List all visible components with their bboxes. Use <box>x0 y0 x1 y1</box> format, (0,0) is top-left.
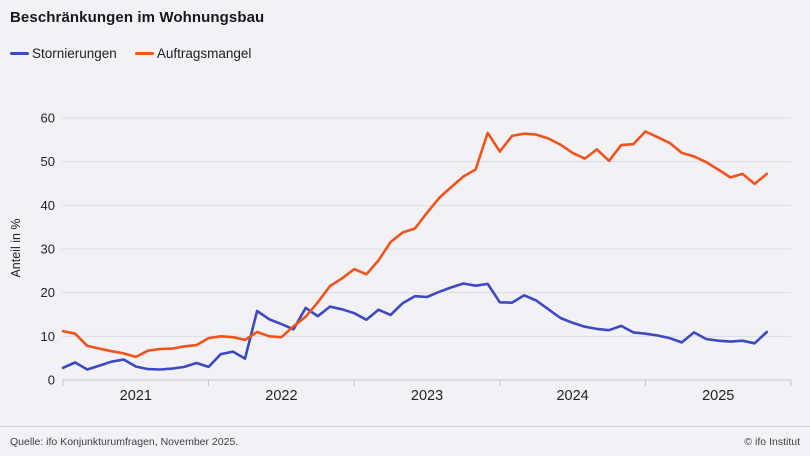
svg-text:2021: 2021 <box>120 388 152 404</box>
svg-text:2024: 2024 <box>556 388 588 404</box>
legend-label: Auftragsmangel <box>156 46 252 61</box>
svg-text:40: 40 <box>41 198 55 213</box>
svg-text:10: 10 <box>41 329 55 344</box>
svg-text:2023: 2023 <box>411 388 443 404</box>
svg-text:60: 60 <box>41 110 55 125</box>
source-text: Quelle: ifo Konjunkturumfragen, November… <box>10 435 239 448</box>
svg-text:Anteil in %: Anteil in % <box>9 218 23 277</box>
svg-text:2022: 2022 <box>265 388 297 404</box>
chart-title: Beschränkungen im Wohnungsbau <box>10 9 265 26</box>
legend-label: Stornierungen <box>32 46 117 61</box>
svg-text:20: 20 <box>41 285 55 300</box>
svg-text:50: 50 <box>41 154 55 169</box>
svg-text:2025: 2025 <box>702 388 734 404</box>
copyright-text: © ifo Institut <box>744 435 800 448</box>
line-swatch-icon <box>134 52 154 55</box>
line-chart: 0 10 20 30 40 50 60 2021 2022 2023 2024 2025 Anteil … <box>9 110 792 404</box>
legend-item-auftragsmangel: Auftragsmangel <box>134 46 252 61</box>
legend-item-stornierungen: Stornierungen <box>10 46 117 61</box>
svg-text:30: 30 <box>41 241 55 256</box>
chart-legend: Stornierungen Auftragsmangel <box>10 46 251 61</box>
svg-text:0: 0 <box>48 373 55 388</box>
line-swatch-icon <box>10 52 29 55</box>
chart-footer: Quelle: ifo Konjunkturumfragen, November… <box>0 426 810 456</box>
